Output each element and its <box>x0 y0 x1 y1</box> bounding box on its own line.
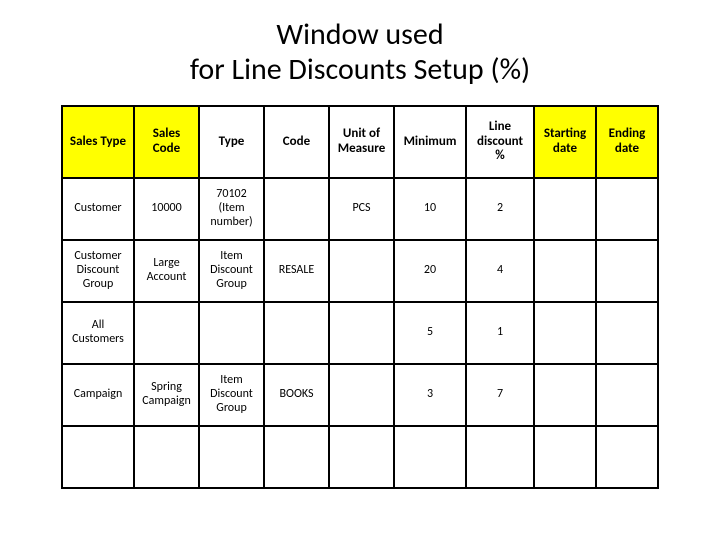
col-unit-of-measure: Unit of Measure <box>329 106 394 178</box>
cell: Customer Discount Group <box>62 240 134 302</box>
cell <box>134 302 199 364</box>
cell <box>394 426 466 488</box>
cell: Item Discount Group <box>199 240 264 302</box>
cell: PCS <box>329 178 394 240</box>
line-discounts-table: Sales Type Sales Code Type Code Unit of … <box>61 105 659 489</box>
cell <box>62 426 134 488</box>
cell: Spring Campaign <box>134 364 199 426</box>
col-line-discount: Line discount % <box>466 106 534 178</box>
cell <box>596 302 658 364</box>
cell <box>596 364 658 426</box>
table-row: All Customers 5 1 <box>62 302 658 364</box>
col-ending-date: Ending date <box>596 106 658 178</box>
col-code: Code <box>264 106 329 178</box>
cell: 70102 (Item number) <box>199 178 264 240</box>
title-line-1: Window used <box>0 18 720 53</box>
cell: 4 <box>466 240 534 302</box>
cell: Item Discount Group <box>199 364 264 426</box>
cell: All Customers <box>62 302 134 364</box>
cell: RESALE <box>264 240 329 302</box>
col-sales-type: Sales Type <box>62 106 134 178</box>
cell <box>264 302 329 364</box>
cell: BOOKS <box>264 364 329 426</box>
cell <box>264 178 329 240</box>
cell <box>199 426 264 488</box>
table-row <box>62 426 658 488</box>
cell: 10000 <box>134 178 199 240</box>
col-sales-code: Sales Code <box>134 106 199 178</box>
cell: 2 <box>466 178 534 240</box>
cell <box>596 426 658 488</box>
cell <box>534 302 596 364</box>
cell <box>134 426 199 488</box>
cell <box>534 178 596 240</box>
table-header-row: Sales Type Sales Code Type Code Unit of … <box>62 106 658 178</box>
cell <box>466 426 534 488</box>
col-minimum: Minimum <box>394 106 466 178</box>
cell <box>534 426 596 488</box>
page-title: Window used for Line Discounts Setup (%) <box>0 0 720 105</box>
cell: 5 <box>394 302 466 364</box>
cell: Campaign <box>62 364 134 426</box>
cell <box>264 426 329 488</box>
cell <box>329 240 394 302</box>
cell: 3 <box>394 364 466 426</box>
cell: Large Account <box>134 240 199 302</box>
cell <box>329 302 394 364</box>
cell <box>329 426 394 488</box>
cell <box>329 364 394 426</box>
title-line-2: for Line Discounts Setup (%) <box>0 53 720 88</box>
cell <box>534 240 596 302</box>
cell: 10 <box>394 178 466 240</box>
cell: 7 <box>466 364 534 426</box>
cell <box>596 178 658 240</box>
cell: Customer <box>62 178 134 240</box>
cell <box>596 240 658 302</box>
table-row: Customer Discount Group Large Account It… <box>62 240 658 302</box>
table-row: Customer 10000 70102 (Item number) PCS 1… <box>62 178 658 240</box>
cell: 20 <box>394 240 466 302</box>
col-starting-date: Starting date <box>534 106 596 178</box>
col-type: Type <box>199 106 264 178</box>
cell <box>534 364 596 426</box>
cell <box>199 302 264 364</box>
cell: 1 <box>466 302 534 364</box>
table-row: Campaign Spring Campaign Item Discount G… <box>62 364 658 426</box>
